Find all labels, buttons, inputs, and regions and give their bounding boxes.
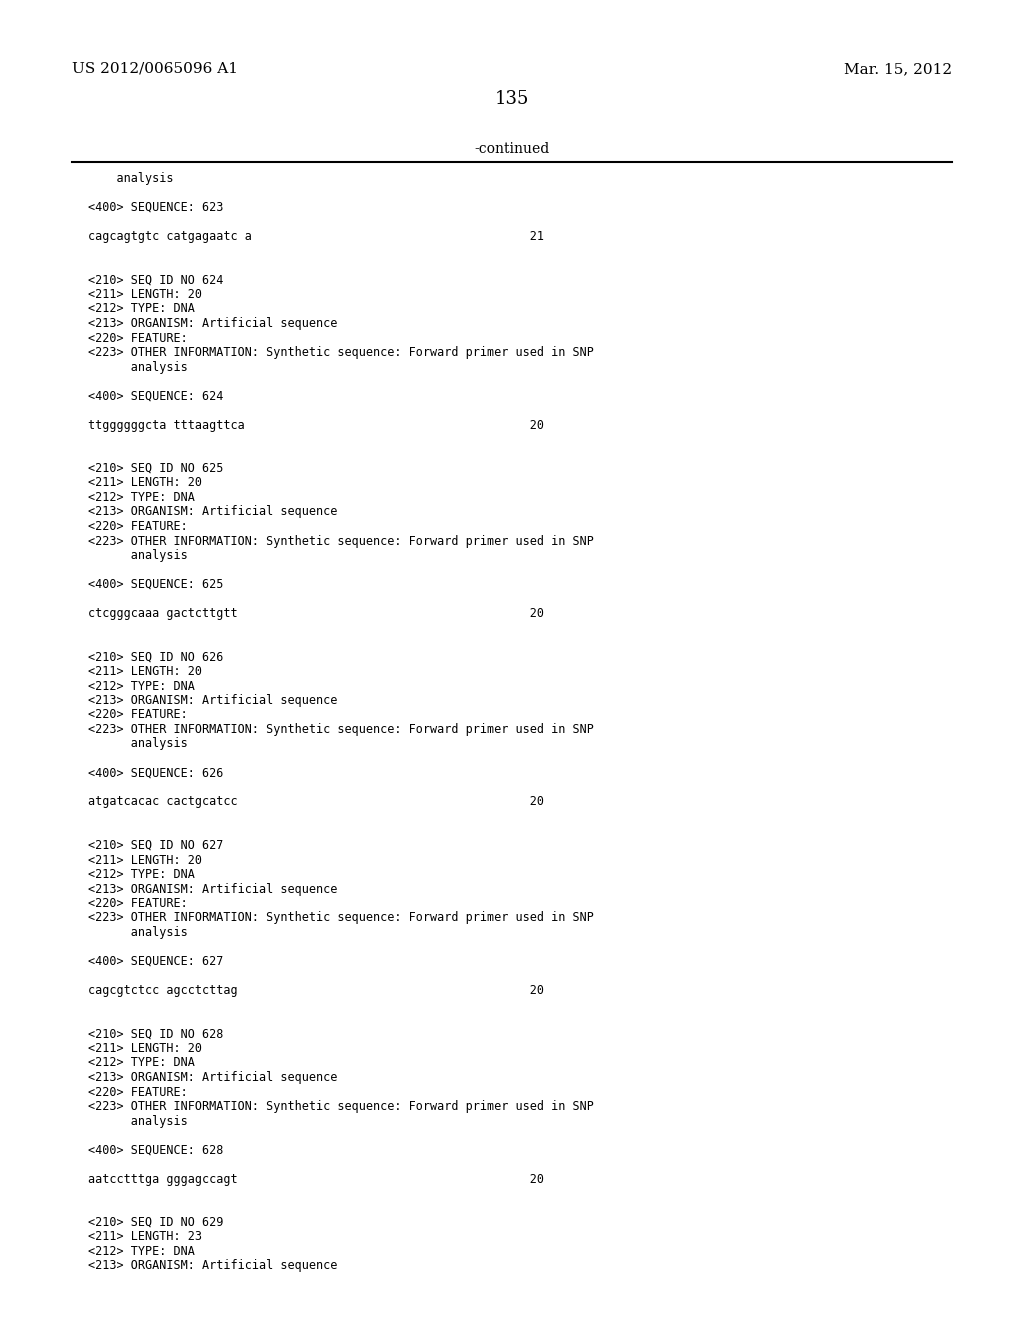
- Text: analysis: analysis: [88, 549, 187, 562]
- Text: <210> SEQ ID NO 629: <210> SEQ ID NO 629: [88, 1216, 223, 1229]
- Text: 135: 135: [495, 90, 529, 108]
- Text: <220> FEATURE:: <220> FEATURE:: [88, 898, 187, 909]
- Text: <210> SEQ ID NO 626: <210> SEQ ID NO 626: [88, 651, 223, 664]
- Text: <400> SEQUENCE: 625: <400> SEQUENCE: 625: [88, 578, 223, 591]
- Text: <212> TYPE: DNA: <212> TYPE: DNA: [88, 680, 195, 693]
- Text: <213> ORGANISM: Artificial sequence: <213> ORGANISM: Artificial sequence: [88, 506, 337, 519]
- Text: analysis: analysis: [88, 927, 187, 939]
- Text: <210> SEQ ID NO 628: <210> SEQ ID NO 628: [88, 1027, 223, 1040]
- Text: <212> TYPE: DNA: <212> TYPE: DNA: [88, 1245, 195, 1258]
- Text: analysis: analysis: [88, 1114, 187, 1127]
- Text: cagcgtctcc agcctcttag                                         20: cagcgtctcc agcctcttag 20: [88, 983, 544, 997]
- Text: <223> OTHER INFORMATION: Synthetic sequence: Forward primer used in SNP: <223> OTHER INFORMATION: Synthetic seque…: [88, 723, 594, 737]
- Text: <220> FEATURE:: <220> FEATURE:: [88, 1085, 187, 1098]
- Text: <210> SEQ ID NO 627: <210> SEQ ID NO 627: [88, 840, 223, 851]
- Text: <211> LENGTH: 23: <211> LENGTH: 23: [88, 1230, 202, 1243]
- Text: <220> FEATURE:: <220> FEATURE:: [88, 709, 187, 722]
- Text: -continued: -continued: [474, 143, 550, 156]
- Text: <212> TYPE: DNA: <212> TYPE: DNA: [88, 1056, 195, 1069]
- Text: <212> TYPE: DNA: <212> TYPE: DNA: [88, 302, 195, 315]
- Text: analysis: analysis: [88, 172, 173, 185]
- Text: <211> LENGTH: 20: <211> LENGTH: 20: [88, 665, 202, 678]
- Text: atgatcacac cactgcatcc                                         20: atgatcacac cactgcatcc 20: [88, 796, 544, 808]
- Text: <213> ORGANISM: Artificial sequence: <213> ORGANISM: Artificial sequence: [88, 1071, 337, 1084]
- Text: <213> ORGANISM: Artificial sequence: <213> ORGANISM: Artificial sequence: [88, 883, 337, 895]
- Text: <210> SEQ ID NO 625: <210> SEQ ID NO 625: [88, 462, 223, 475]
- Text: <213> ORGANISM: Artificial sequence: <213> ORGANISM: Artificial sequence: [88, 694, 337, 708]
- Text: <211> LENGTH: 20: <211> LENGTH: 20: [88, 854, 202, 866]
- Text: <213> ORGANISM: Artificial sequence: <213> ORGANISM: Artificial sequence: [88, 317, 337, 330]
- Text: <400> SEQUENCE: 624: <400> SEQUENCE: 624: [88, 389, 223, 403]
- Text: <212> TYPE: DNA: <212> TYPE: DNA: [88, 491, 195, 504]
- Text: <211> LENGTH: 20: <211> LENGTH: 20: [88, 288, 202, 301]
- Text: <223> OTHER INFORMATION: Synthetic sequence: Forward primer used in SNP: <223> OTHER INFORMATION: Synthetic seque…: [88, 1100, 594, 1113]
- Text: <223> OTHER INFORMATION: Synthetic sequence: Forward primer used in SNP: <223> OTHER INFORMATION: Synthetic seque…: [88, 346, 594, 359]
- Text: <223> OTHER INFORMATION: Synthetic sequence: Forward primer used in SNP: <223> OTHER INFORMATION: Synthetic seque…: [88, 912, 594, 924]
- Text: analysis: analysis: [88, 738, 187, 751]
- Text: <400> SEQUENCE: 628: <400> SEQUENCE: 628: [88, 1143, 223, 1156]
- Text: <210> SEQ ID NO 624: <210> SEQ ID NO 624: [88, 273, 223, 286]
- Text: <400> SEQUENCE: 623: <400> SEQUENCE: 623: [88, 201, 223, 214]
- Text: cagcagtgtc catgagaatc a                                       21: cagcagtgtc catgagaatc a 21: [88, 230, 544, 243]
- Text: <213> ORGANISM: Artificial sequence: <213> ORGANISM: Artificial sequence: [88, 1259, 337, 1272]
- Text: US 2012/0065096 A1: US 2012/0065096 A1: [72, 62, 238, 77]
- Text: Mar. 15, 2012: Mar. 15, 2012: [844, 62, 952, 77]
- Text: <220> FEATURE:: <220> FEATURE:: [88, 520, 187, 533]
- Text: <223> OTHER INFORMATION: Synthetic sequence: Forward primer used in SNP: <223> OTHER INFORMATION: Synthetic seque…: [88, 535, 594, 548]
- Text: aatcctttga gggagccagt                                         20: aatcctttga gggagccagt 20: [88, 1172, 544, 1185]
- Text: <211> LENGTH: 20: <211> LENGTH: 20: [88, 477, 202, 490]
- Text: analysis: analysis: [88, 360, 187, 374]
- Text: <400> SEQUENCE: 627: <400> SEQUENCE: 627: [88, 954, 223, 968]
- Text: <212> TYPE: DNA: <212> TYPE: DNA: [88, 869, 195, 880]
- Text: ttggggggcta tttaagttca                                        20: ttggggggcta tttaagttca 20: [88, 418, 544, 432]
- Text: <220> FEATURE:: <220> FEATURE:: [88, 331, 187, 345]
- Text: <400> SEQUENCE: 626: <400> SEQUENCE: 626: [88, 767, 223, 780]
- Text: ctcgggcaaa gactcttgtt                                         20: ctcgggcaaa gactcttgtt 20: [88, 607, 544, 620]
- Text: <211> LENGTH: 20: <211> LENGTH: 20: [88, 1041, 202, 1055]
